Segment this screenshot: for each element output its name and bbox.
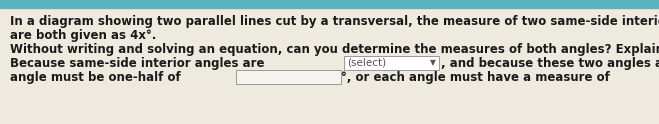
Text: °, or each angle must have a measure of: °, or each angle must have a measure of — [341, 71, 614, 84]
Text: Because same-side interior angles are: Because same-side interior angles are — [10, 57, 269, 70]
Bar — [344, 56, 439, 69]
Bar — [236, 69, 341, 83]
Text: (select): (select) — [347, 58, 386, 67]
Text: , and because these two angles are equal, each: , and because these two angles are equal… — [441, 57, 659, 70]
Text: ▼: ▼ — [430, 58, 436, 67]
Text: angle must be one-half of: angle must be one-half of — [10, 71, 185, 84]
Text: In a diagram showing two parallel lines cut by a transversal, the measure of two: In a diagram showing two parallel lines … — [10, 15, 659, 28]
Text: are both given as 4x°.: are both given as 4x°. — [10, 29, 156, 42]
Bar — [0, 0, 659, 8]
Text: Without writing and solving an equation, can you determine the measures of both : Without writing and solving an equation,… — [10, 43, 659, 56]
